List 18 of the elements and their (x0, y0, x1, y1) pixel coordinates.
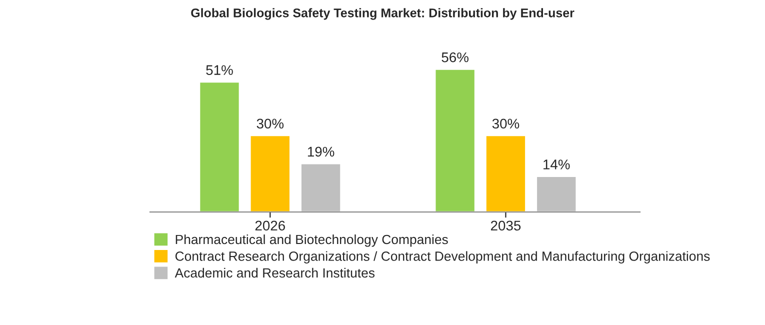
chart-title: Global Biologics Safety Testing Market: Distribution by End-user (191, 8, 574, 20)
data-label: 30% (256, 118, 284, 129)
x-tick-label: 2026 (255, 220, 285, 231)
data-label: 51% (206, 65, 233, 75)
legend-label: Academic and Research Institutes (174, 268, 375, 278)
legend-label: Contract Research Organizations / Contract Development and Manufacturing Organizations (175, 251, 710, 264)
bar (536, 176, 578, 212)
bar (198, 81, 240, 212)
data-label: 14% (544, 160, 570, 170)
data-label: 30% (492, 118, 520, 129)
bar (300, 162, 342, 212)
bar (249, 134, 291, 212)
data-label: 19% (308, 146, 334, 157)
data-label: 56% (442, 52, 468, 62)
x-tick-label: 2035 (490, 220, 521, 231)
bar (434, 68, 476, 212)
legend-label: Pharmaceutical and Biotechnology Companies (176, 234, 448, 247)
bar (485, 134, 526, 212)
